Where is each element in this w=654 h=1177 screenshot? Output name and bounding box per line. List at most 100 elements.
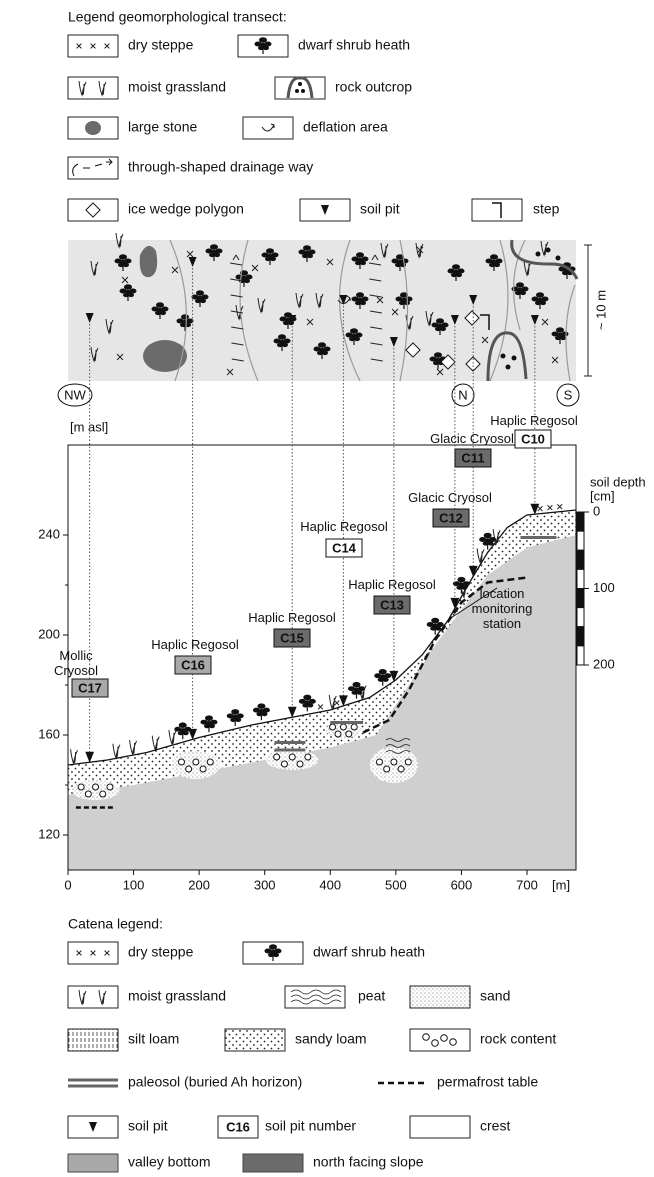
shrub-leaf [319,348,325,352]
station-label: location monitoring station [460,586,544,631]
rock [93,784,99,790]
direction-label: NW [64,387,86,402]
shrub-leaf [356,252,364,258]
legend-box [410,1116,470,1138]
legend-label: through-shaped drainage way [128,159,313,175]
legend-label: moist grassland [128,79,226,95]
x-tick-label: 100 [123,877,145,892]
rock [391,759,397,765]
rock [423,1034,430,1041]
shrub-leaf [536,292,544,298]
rock [335,731,341,737]
legend-label: rock outcrop [335,79,412,95]
rock [441,1035,448,1042]
shrub-leaf [354,688,360,692]
pit-code-example: C16 [226,1119,250,1134]
rock [289,754,295,760]
rock [274,754,280,760]
shrub-leaf [278,334,286,340]
rock [85,791,91,797]
pit-code: C11 [461,450,484,465]
shrub-leaf [196,290,204,296]
shrub-leaf [356,292,364,298]
legend-label: valley bottom [128,1154,210,1170]
depth-segment [577,646,584,665]
rock [450,1039,457,1046]
shrub-leaf [537,298,543,302]
shrub-leaf [270,950,276,954]
depth-segment [577,512,584,531]
shrub-leaf [120,260,126,264]
legend-label: silt loam [128,1031,179,1047]
shrub-leaf [182,320,188,324]
legend-label: deflation area [303,119,388,135]
shrub-leaf [257,703,265,709]
shrub-leaf [181,314,189,320]
shrub-leaf [205,715,213,721]
pit-code: C13 [380,597,404,612]
legend-label: north facing slope [313,1154,424,1170]
outcrop-dot [501,354,506,359]
outcrop-dot [546,248,551,253]
shrub-leaf [350,328,358,334]
x-tick-label: 400 [319,877,341,892]
stone [85,121,101,135]
direction-label: S [564,387,573,402]
shrub-leaf [435,358,441,362]
shrub-leaf [304,700,310,704]
legend-box [225,1029,285,1051]
shrub-leaf [197,296,203,300]
legend-label: paleosol (buried Ah horizon) [128,1074,302,1090]
legend-box [68,986,118,1008]
depth-tick-label: 0 [593,503,600,518]
pit-name: Mollic Cryosol [47,648,105,678]
legend-label: permafrost table [437,1074,538,1090]
shrub-leaf [304,251,310,255]
y-tick-label: 120 [38,826,60,841]
legend-box [410,986,470,1008]
pit-code: C14 [332,540,357,555]
shrub-leaf [266,248,274,254]
legend-box [68,77,118,99]
legend-label: dry steppe [128,37,194,53]
transect-scale: ~ 10 m [593,290,608,330]
figure: Legend geomorphological transect: ~ 10 m… [0,0,654,1177]
shrub-leaf [210,244,218,250]
rock [193,759,199,765]
shrub-leaf [432,623,438,627]
shrub-leaf [490,254,498,260]
rock [376,759,382,765]
x-tick-label: 200 [188,877,210,892]
shrub-leaf [269,944,277,950]
shrub-leaf [353,682,361,688]
shrub-leaf [380,675,386,679]
shrub-leaf [452,264,460,270]
depth-segment [577,627,584,646]
outcrop-dot [512,356,517,361]
x-tick-label: 0 [64,877,71,892]
depth-tick-label: 200 [593,656,615,671]
pit-name: Haplic Regosol [340,577,444,592]
shrub-leaf [556,327,564,333]
direction-label: N [458,387,467,402]
outcrop-dot [506,365,511,370]
shrub-leaf [434,352,442,358]
depth-label: [cm] [590,488,615,503]
shrub-leaf [453,270,459,274]
legend-label: large stone [128,119,197,135]
shrub-leaf [125,290,131,294]
shrub-leaf [397,260,403,264]
shrub-leaf [303,245,311,251]
shrub-leaf [484,533,492,539]
rock [432,1040,439,1047]
rock [186,766,192,772]
shrub-leaf [491,260,497,264]
rock [200,766,206,772]
large-stone [143,340,187,372]
rock [398,766,404,772]
shrub-leaf [157,308,163,312]
shrub-leaf [259,37,267,43]
pit-name: Haplic Regosol [292,519,396,534]
rock [100,791,106,797]
rock [405,759,411,765]
